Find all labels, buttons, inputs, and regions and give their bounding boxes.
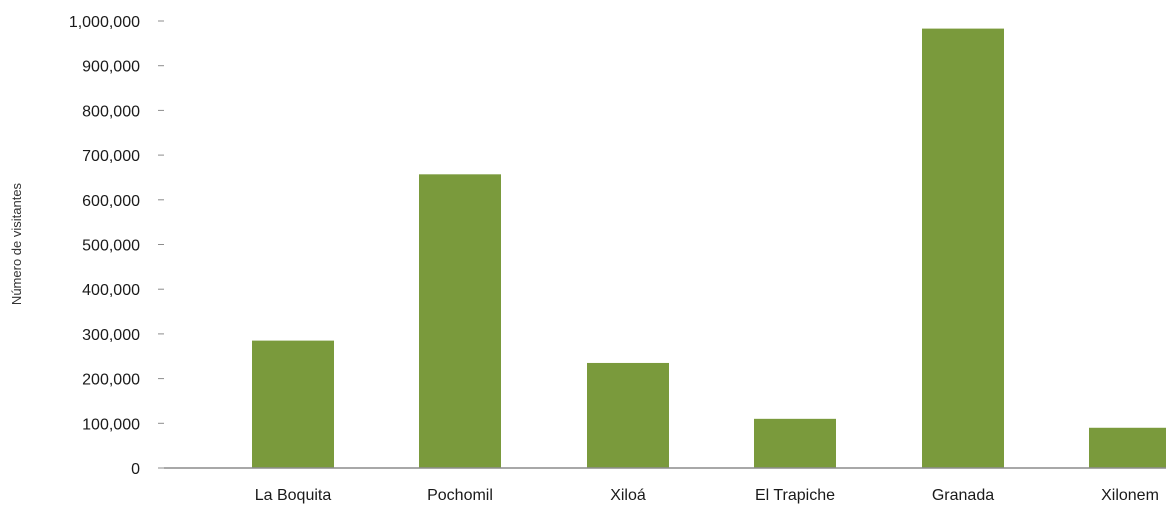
bar-granada (922, 28, 1004, 468)
x-tick-label: La Boquita (255, 487, 332, 504)
y-tick-label: 300,000 (82, 327, 140, 344)
x-tick-label: Xiloá (610, 487, 646, 504)
y-axis-label: Número de visitantes (9, 182, 24, 305)
y-tick-label: 1,000,000 (69, 14, 140, 31)
x-tick-label: Granada (932, 487, 994, 504)
bar-xilo- (587, 362, 669, 468)
bar-el-trapiche (754, 418, 836, 468)
bar-pochomil (419, 174, 501, 469)
y-tick-label: 800,000 (82, 103, 140, 120)
y-axis-title: Número de visitantes (9, 182, 24, 305)
y-tick-label: 500,000 (82, 238, 140, 255)
x-axis-labels: La Boquita Pochomil Xiloá El Trapiche Granad… (255, 487, 1159, 504)
y-tick-label: 700,000 (82, 148, 140, 165)
y-axis-ticks: 0 100,000 200,000 300,000 400,000 500,000 600,… (69, 14, 164, 478)
x-tick-label: Xilonem (1101, 487, 1159, 504)
x-tick-label: Pochomil (427, 487, 493, 504)
bar-xilonem (1089, 427, 1166, 468)
bar-la-boquita (252, 340, 334, 468)
y-tick-label: 0 (131, 461, 140, 478)
bars (252, 28, 1166, 469)
y-tick-label: 100,000 (82, 416, 140, 433)
y-tick-label: 200,000 (82, 372, 140, 389)
x-tick-label: El Trapiche (755, 487, 835, 504)
y-tick-label: 400,000 (82, 282, 140, 299)
y-tick-label: 600,000 (82, 193, 140, 210)
y-tick-label: 900,000 (82, 59, 140, 76)
